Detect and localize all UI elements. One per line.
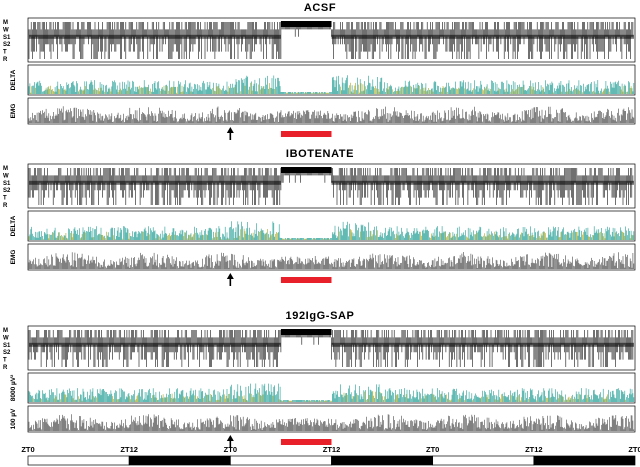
panel-title: 192IgG-SAP	[286, 310, 355, 322]
x-tick-label: ZT12	[525, 445, 543, 454]
stage-label: W	[3, 173, 9, 179]
delta-trace-secondary	[30, 82, 632, 94]
stage-label: S2	[3, 42, 11, 48]
stage-label: S1	[3, 35, 11, 41]
stage-label: W	[3, 335, 9, 341]
hypnogram-trace	[28, 21, 634, 59]
emg-label: EMG	[10, 104, 17, 119]
delta-frame	[27, 210, 636, 242]
delta-label: DELTA	[10, 215, 17, 236]
delta-trace	[28, 383, 635, 402]
emg-frame	[27, 97, 636, 125]
x-tick-label: ZT12	[120, 445, 138, 454]
emg-label: 100 µV	[10, 408, 17, 429]
arrow-icon	[226, 435, 234, 441]
stage-label: S1	[3, 343, 11, 349]
hypnogram-trace	[28, 329, 634, 367]
deprivation-bar	[280, 277, 332, 283]
stage-label: W	[3, 27, 9, 33]
x-tick-label: ZT0	[21, 445, 34, 454]
x-tick-label: ZT0	[224, 445, 237, 454]
stage-label: T	[3, 196, 7, 202]
light-dark-segment	[128, 455, 231, 466]
stage-label: M	[3, 20, 8, 26]
emg-label: EMG	[10, 250, 17, 265]
stage-label: S1	[3, 181, 11, 187]
emg-frame	[27, 405, 636, 433]
arrow-icon	[226, 273, 234, 279]
stage-label: R	[3, 57, 8, 63]
delta-trace-secondary	[28, 228, 633, 240]
x-tick-label: ZT0	[426, 445, 439, 454]
delta-label: 8000 µV²	[10, 374, 17, 401]
stage-label: T	[3, 50, 7, 56]
delta-frame	[27, 64, 636, 96]
panel-title: IBOTENATE	[286, 148, 354, 160]
delta-trace	[29, 221, 635, 240]
x-tick-label: ZT12	[323, 445, 341, 454]
emg-trace	[28, 252, 635, 269]
light-dark-segment	[229, 455, 332, 466]
x-tick-label: ZT0	[628, 445, 640, 454]
light-dark-segment	[331, 455, 434, 466]
light-dark-segment	[27, 455, 130, 466]
hypnogram-trace	[28, 167, 634, 205]
hypnogram-frame	[27, 163, 636, 209]
hypnogram-frame	[27, 325, 636, 371]
emg-trace	[28, 106, 635, 123]
light-dark-segment	[533, 455, 636, 466]
light-dark-segment	[432, 455, 535, 466]
stage-label: M	[3, 328, 8, 334]
deprivation-bar	[280, 439, 332, 445]
panel-title: ACSF	[304, 2, 336, 14]
stage-label: R	[3, 203, 8, 209]
delta-trace	[28, 75, 635, 94]
stage-label: T	[3, 358, 7, 364]
delta-frame	[27, 372, 636, 404]
delta-label: DELTA	[10, 69, 17, 90]
stage-label: S2	[3, 188, 11, 194]
emg-trace	[28, 414, 635, 431]
delta-trace-secondary	[33, 391, 626, 402]
stage-label: R	[3, 365, 8, 371]
arrow-icon	[226, 127, 234, 133]
emg-frame	[27, 243, 636, 271]
hypnogram-frame	[27, 17, 636, 63]
deprivation-bar	[280, 131, 332, 137]
stage-label: M	[3, 166, 8, 172]
stage-label: S2	[3, 350, 11, 356]
